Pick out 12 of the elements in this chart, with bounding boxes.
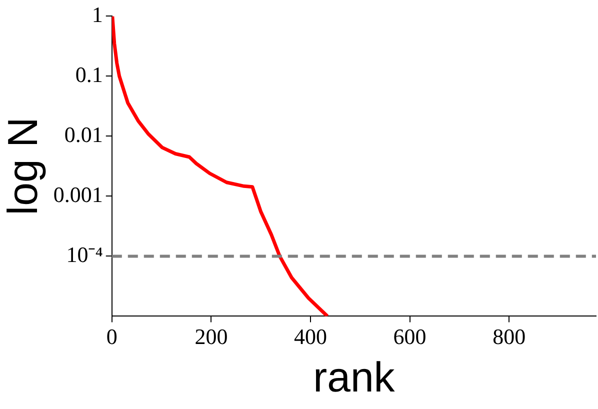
x-tick-label: 200	[194, 324, 228, 350]
x-axis-title: rank	[313, 353, 396, 400]
x-tick-label: 800	[492, 324, 526, 350]
y-tick-label: 0.001	[53, 182, 103, 207]
y-axis-title: log N	[0, 117, 46, 216]
y-tick-label: 0.1	[75, 62, 103, 87]
y-tick-label: 0.01	[64, 122, 103, 147]
y-tick-label: 10⁻⁴	[66, 242, 104, 267]
x-tick-label: 600	[393, 324, 426, 350]
y-tick-label: 1	[92, 2, 103, 27]
x-tick-label: 400	[294, 324, 328, 350]
x-tick-label: 0	[106, 324, 118, 350]
